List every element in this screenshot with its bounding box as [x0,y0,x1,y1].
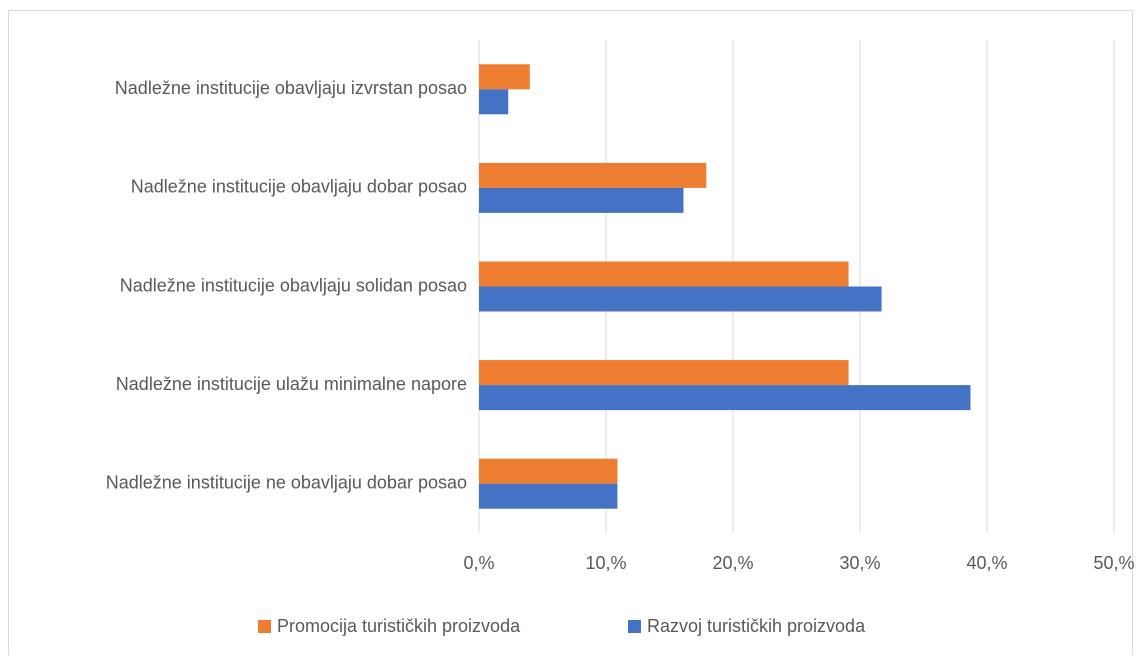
bar [479,64,530,90]
x-tick-label: 0,% [463,553,494,573]
legend-label: Razvoj turističkih proizvoda [647,616,866,636]
x-tick-label: 40,% [966,553,1007,573]
bar [479,261,849,287]
bar [479,89,509,115]
x-tick-label: 30,% [839,553,880,573]
legend-label: Promocija turističkih proizvoda [277,616,521,636]
bar [479,458,618,484]
bar [479,360,849,386]
x-tick-label: 50,% [1093,553,1134,573]
y-tick-label: Nadležne institucije obavljaju dobar pos… [131,177,467,197]
bar [479,187,684,213]
x-tick-label: 10,% [585,553,626,573]
bar [479,483,618,509]
legend-swatch [258,620,271,633]
chart-frame [8,10,1133,660]
legend-swatch [628,620,641,633]
y-tick-label: Nadležne institucije ulažu minimalne nap… [116,374,467,394]
y-tick-label: Nadležne institucije ne obavljaju dobar … [106,472,467,492]
y-tick-label: Nadležne institucije obavljaju solidan p… [120,275,467,295]
bar [479,385,971,411]
y-tick-label: Nadležne institucije obavljaju izvrstan … [115,78,467,98]
bar [479,286,882,312]
x-tick-label: 20,% [712,553,753,573]
bar [479,162,707,188]
